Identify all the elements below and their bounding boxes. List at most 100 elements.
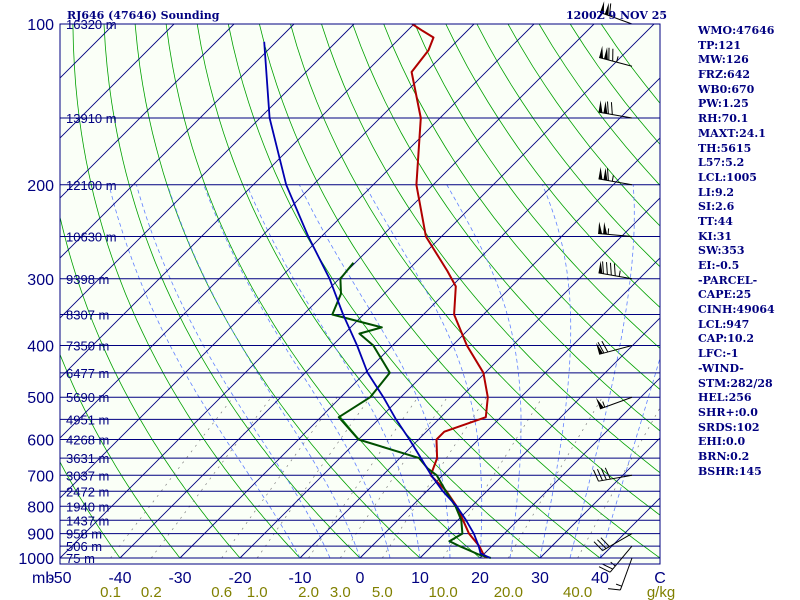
mixing-ratio-tick-label: 0.2: [141, 584, 162, 600]
barb-half-flag: [607, 228, 610, 235]
height-label: 3631 m: [66, 451, 109, 466]
barb-staff: [599, 396, 633, 410]
isotherm: [60, 24, 415, 379]
barb-pennant: [600, 1, 605, 14]
wind-barb: [599, 45, 633, 67]
index-item: SI:2.6: [698, 200, 735, 214]
index-item: BRN:0.2: [698, 449, 750, 463]
temperature-tick-label: 0: [356, 570, 365, 587]
pressure-tick-label: 600: [27, 433, 54, 450]
index-item: MAXT:24.1: [698, 126, 766, 140]
isotherm: [60, 24, 175, 139]
barb-staff: [602, 533, 633, 551]
index-item: CAP:10.2: [698, 332, 755, 346]
mixing-ratio-line: [382, 397, 487, 559]
wind-barb: [608, 557, 633, 591]
dewpoint-line: [331, 262, 492, 559]
height-label: 10630 m: [66, 229, 117, 244]
moist-adiabat: [136, 184, 331, 559]
barb-staff: [598, 272, 633, 280]
isotherm: [419, 317, 660, 559]
barb-flag: [593, 541, 603, 551]
barb-pennant: [598, 261, 603, 274]
height-label: 4951 m: [66, 412, 109, 427]
isotherm: [119, 24, 655, 559]
wind-barb: [596, 340, 633, 355]
indices-panel: WMO:47646 TP:121 MW:126 FRZ:642 WB0:670 PW:1.…: [698, 24, 798, 479]
index-item: TT:44: [698, 214, 733, 228]
barb-pennant: [599, 45, 604, 59]
wind-barb: [598, 221, 633, 237]
pressure-tick-label: 700: [27, 468, 54, 485]
mixing-ratio-tick-label: 10.0: [429, 584, 458, 600]
index-item: LFC:-1: [698, 347, 739, 361]
isotherm: [60, 24, 355, 319]
height-label: 1940 m: [66, 499, 109, 514]
barb-flag: [613, 263, 616, 276]
pressure-tick-label: 400: [27, 339, 54, 356]
barb-flag: [609, 262, 612, 276]
height-label: 4268 m: [66, 433, 109, 448]
pressure-tick-label: 200: [27, 178, 54, 195]
plot-border: [59, 23, 661, 565]
index-item: LCL:947: [698, 317, 750, 331]
barb-staff: [599, 345, 633, 355]
index-item: CINH:49064: [698, 303, 775, 317]
barb-pennant: [604, 2, 609, 16]
grid-lines: [60, 24, 660, 559]
mixing-ratio-tick-label: 2.0: [298, 584, 319, 600]
mixing-ratio-unit: g/kg: [647, 584, 675, 600]
wind-barb: [598, 261, 633, 280]
index-item: SHR+:0.0: [698, 405, 758, 419]
moist-adiabat: [108, 184, 301, 559]
chart-subtitle: 1200Z 9 NOV 25: [566, 9, 668, 22]
barb-flag: [601, 563, 613, 570]
isotherm: [60, 24, 535, 499]
wind-barb: [593, 467, 633, 482]
isotherm: [60, 24, 595, 559]
isotherm: [179, 77, 660, 559]
index-item: SW:353: [698, 244, 745, 258]
index-item: TP:121: [698, 38, 742, 52]
pressure-tick-label: 500: [27, 390, 54, 407]
index-item: KI:31: [698, 229, 733, 243]
barb-pennant: [603, 167, 608, 181]
mixing-ratio-line: [577, 407, 660, 559]
isotherm: [359, 257, 660, 559]
barb-staff: [609, 545, 633, 573]
barb-flag: [600, 468, 607, 481]
barb-pennant: [603, 47, 608, 60]
temperature-tick-label: 30: [531, 570, 549, 587]
barb-flag: [601, 340, 609, 353]
temperature-tick-label: -40: [108, 570, 131, 587]
index-item: LCL:1005: [698, 170, 757, 184]
barb-flag: [606, 262, 608, 275]
barb-staff: [599, 56, 633, 67]
barb-flag: [597, 539, 607, 549]
index-item: EHI:0.0: [698, 435, 746, 449]
chart-title: RJ646 (47646) Sounding: [67, 9, 220, 22]
temperature-tick-label: 10: [411, 570, 429, 587]
height-label: 8307 m: [66, 308, 109, 323]
mixing-ratio-tick-label: 0.6: [211, 584, 232, 600]
height-label: 2472 m: [66, 484, 109, 499]
temperature-tick-label: -10: [288, 570, 311, 587]
barb-pennant: [603, 101, 608, 114]
index-item: PW:1.25: [698, 97, 749, 111]
barb-pennant: [596, 342, 604, 355]
index-item: EI:-0.5: [698, 259, 740, 272]
height-label: 5690 m: [66, 390, 109, 405]
barb-flag: [610, 102, 613, 115]
isotherm: [539, 437, 660, 559]
height-label: 3037 m: [66, 468, 109, 483]
y-axis-label: mb: [32, 570, 54, 587]
index-item: -WIND-: [698, 361, 744, 375]
wind-barb: [595, 396, 633, 410]
index-item: MW:126: [698, 53, 749, 67]
barb-flag: [602, 261, 604, 274]
index-item: LI:9.2: [698, 185, 735, 199]
height-label: 9398 m: [66, 272, 109, 287]
index-item: L57:5.2: [698, 156, 745, 170]
